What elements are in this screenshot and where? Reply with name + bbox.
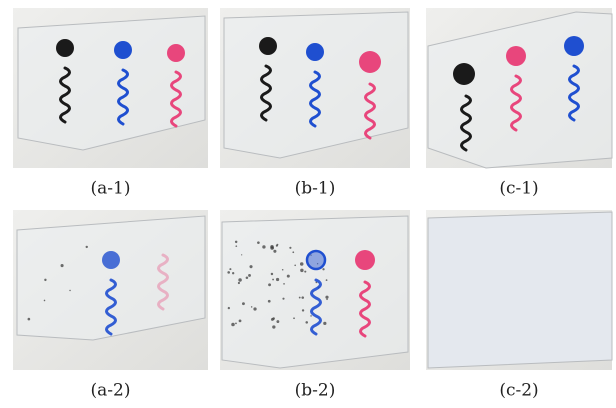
speck	[251, 306, 253, 308]
speck	[276, 320, 279, 323]
speck	[268, 300, 271, 303]
speck	[294, 264, 296, 266]
speck	[292, 251, 294, 253]
speck	[300, 262, 303, 265]
ink-dot	[167, 44, 185, 62]
figure: (a-1) (b-1) (c-1) (a-2) (b-2) (c-2)	[0, 0, 616, 408]
speck	[293, 317, 295, 319]
panel-caption: (a-1)	[91, 179, 131, 199]
speck	[235, 245, 237, 247]
speck	[235, 322, 237, 324]
speck	[326, 299, 328, 301]
speck	[289, 247, 291, 249]
ink-dot	[56, 39, 74, 57]
ink-dot	[506, 46, 526, 66]
panel-caption: (c-2)	[499, 381, 538, 401]
speck	[253, 307, 256, 310]
speck	[235, 241, 237, 243]
speck	[272, 279, 274, 281]
speck	[28, 318, 31, 321]
speck	[272, 325, 275, 328]
speck	[282, 269, 284, 271]
speck	[287, 275, 290, 278]
speck	[304, 271, 306, 273]
speck	[271, 273, 273, 275]
speck	[242, 302, 245, 305]
speck	[248, 274, 251, 277]
speck	[325, 296, 328, 299]
panel-caption: (b-1)	[295, 179, 336, 199]
speck	[262, 245, 265, 248]
speck	[238, 282, 240, 284]
speck	[239, 320, 242, 323]
speck	[326, 279, 328, 281]
ink-dot	[102, 251, 120, 269]
ink-dot	[259, 37, 277, 55]
speck	[232, 272, 234, 274]
speck	[270, 245, 274, 249]
film	[17, 216, 205, 340]
ink-dot	[564, 36, 584, 56]
speck	[268, 283, 271, 286]
photo-panel	[13, 8, 208, 168]
speck	[228, 307, 230, 309]
speck	[276, 278, 279, 281]
photo-panel	[220, 210, 410, 370]
page: {"panels": [ {"label": "(a-1)"}, {"label…	[0, 0, 616, 408]
photo-panel	[426, 210, 612, 370]
speck	[302, 309, 304, 311]
speck	[246, 276, 249, 279]
speck	[238, 278, 241, 281]
speck	[69, 290, 70, 291]
photo-panel	[13, 210, 208, 370]
speck	[227, 271, 230, 274]
speck	[282, 298, 284, 300]
film	[428, 212, 612, 368]
speck	[271, 318, 274, 321]
speck	[86, 246, 88, 248]
film	[222, 216, 408, 368]
photo-panel	[220, 8, 410, 168]
speck	[273, 250, 276, 253]
panel-caption: (c-1)	[499, 179, 538, 199]
speck	[44, 279, 46, 281]
speck	[299, 297, 301, 299]
speck	[276, 245, 278, 247]
ink-dot	[359, 51, 381, 73]
speck	[323, 322, 326, 325]
speck	[231, 323, 235, 327]
speck	[44, 300, 46, 302]
ink-dot	[355, 250, 375, 270]
ink-dot	[306, 43, 324, 61]
speck	[301, 296, 304, 299]
photo-panel	[426, 8, 612, 168]
ink-dot	[114, 41, 132, 59]
speck	[322, 268, 324, 270]
speck	[229, 268, 231, 270]
speck	[283, 283, 285, 285]
panel-caption: (b-2)	[295, 381, 336, 401]
speck	[300, 269, 303, 272]
speck	[61, 264, 64, 267]
ink-dot	[453, 63, 475, 85]
speck	[241, 254, 242, 255]
speck	[305, 321, 308, 324]
panel-caption: (a-2)	[91, 381, 131, 401]
speck	[310, 315, 312, 317]
speck	[249, 265, 252, 268]
speck	[257, 241, 260, 244]
